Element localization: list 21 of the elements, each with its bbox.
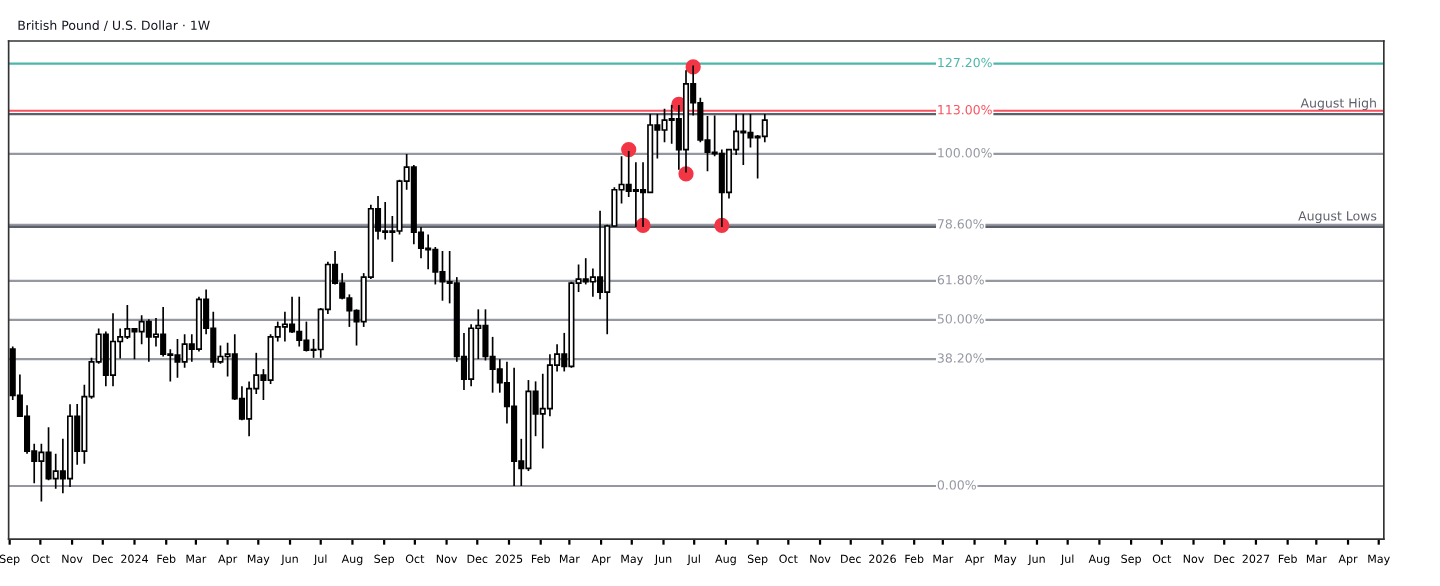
candlestick (109, 312, 117, 388)
candlestick (740, 113, 747, 166)
candlestick (181, 333, 188, 369)
candlestick (52, 452, 59, 490)
candlestick (718, 148, 725, 228)
candlestick (38, 442, 45, 503)
candlestick (668, 104, 675, 145)
candlestick (439, 250, 446, 302)
candlestick (296, 295, 303, 348)
candlestick (761, 113, 768, 144)
candlestick (281, 310, 288, 343)
candlestick (582, 257, 589, 286)
candlestick (145, 318, 152, 363)
candlestick (152, 317, 160, 348)
candlestick (632, 161, 639, 228)
point (621, 141, 637, 158)
candlestick (131, 327, 138, 360)
candlestick (138, 314, 145, 346)
candlestick (174, 338, 181, 379)
candlestick (597, 209, 604, 301)
candlestick (382, 201, 389, 241)
